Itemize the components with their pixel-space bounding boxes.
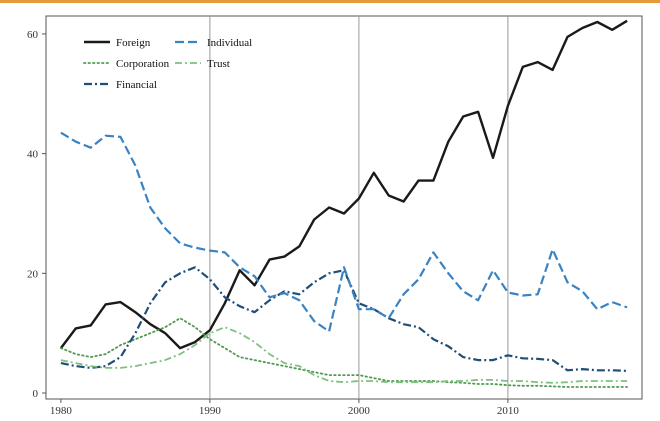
x-tick-label: 2000 bbox=[348, 405, 371, 417]
y-tick-label: 0 bbox=[33, 388, 39, 400]
series-line-foreign bbox=[59, 19, 628, 350]
series-line-trust bbox=[60, 326, 628, 384]
series-line-individual bbox=[60, 131, 628, 333]
plot-frame bbox=[45, 15, 643, 400]
y-tick-label: 40 bbox=[27, 149, 39, 161]
reference-lines bbox=[209, 16, 509, 399]
tick-labels: 1980 1990 2000 2010 0 20 40 60 bbox=[27, 29, 519, 417]
legend: Foreign Corporation Financial Individual Tru… bbox=[83, 37, 252, 91]
legend-label-trust: Trust bbox=[207, 58, 230, 70]
legend-label-financial: Financial bbox=[116, 79, 157, 91]
y-tick-label: 60 bbox=[27, 29, 39, 41]
series-line-corporation bbox=[60, 317, 628, 388]
series-line-financial bbox=[60, 266, 628, 372]
legend-label-corporation: Corporation bbox=[116, 58, 170, 70]
top-accent-rule bbox=[0, 0, 660, 3]
x-tick-label: 2010 bbox=[497, 405, 520, 417]
y-tick-label: 20 bbox=[27, 268, 39, 280]
x-tick-label: 1990 bbox=[199, 405, 222, 417]
legend-label-foreign: Foreign bbox=[116, 37, 151, 49]
legend-label-individual: Individual bbox=[207, 37, 252, 49]
series-lines bbox=[59, 19, 628, 388]
x-tick-label: 1980 bbox=[50, 405, 73, 417]
axes-layer bbox=[45, 15, 643, 400]
